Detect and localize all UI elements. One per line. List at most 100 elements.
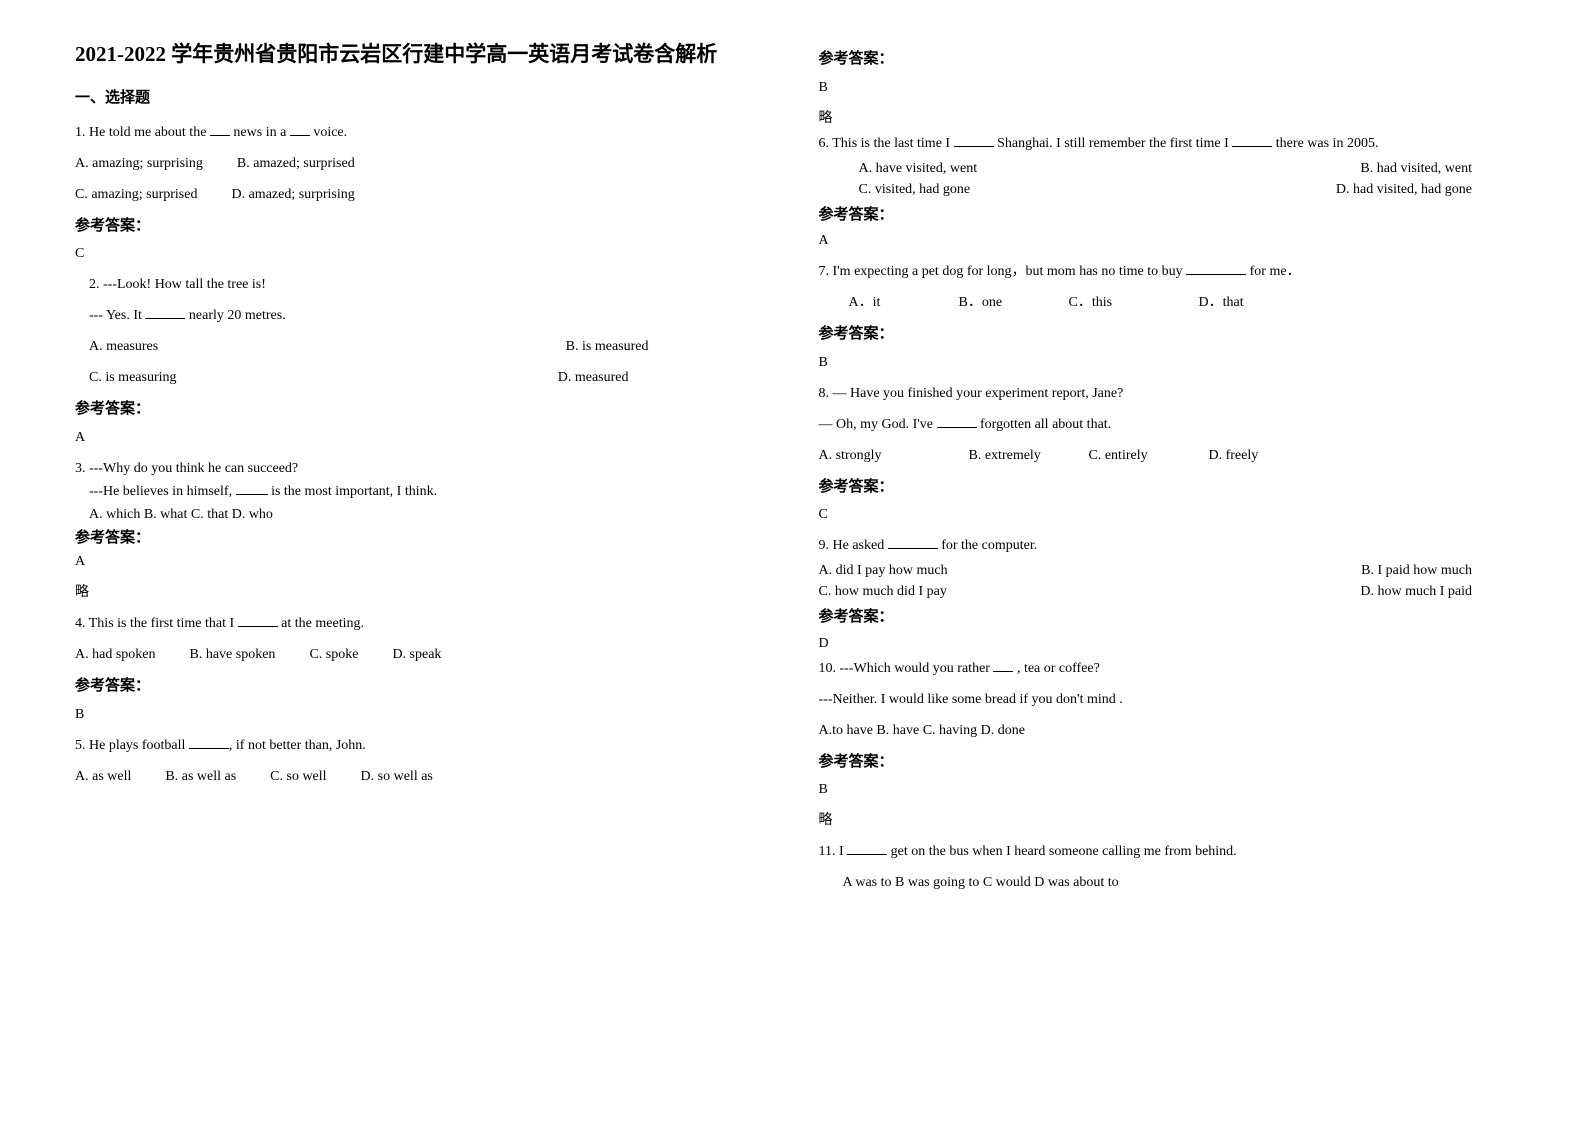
q3-line2a: ---He believes in himself, — [89, 484, 236, 499]
q3-opts: A. which B. what C. that D. who — [75, 504, 769, 525]
q5-answer: B — [819, 77, 1513, 98]
q9-optC: C. how much did I pay — [819, 581, 947, 602]
q4-options: A. had spoken B. have spoken C. spoke D.… — [75, 644, 769, 665]
q4-answer: B — [75, 704, 769, 725]
q5-optD: D. so well as — [361, 766, 433, 787]
answer-label: 参考答案： — [75, 527, 769, 550]
answer-label: 参考答案： — [75, 675, 769, 698]
answer-label: 参考答案： — [75, 215, 769, 238]
q11-stem-b: get on the bus when I heard someone call… — [887, 844, 1237, 859]
q8-line2b: forgotten all about that. — [977, 417, 1112, 432]
q10-line1b: , tea or coffee? — [1013, 661, 1099, 676]
q9-optD: D. how much I paid — [1360, 581, 1472, 602]
q1-optC: C. amazing; surprised — [75, 184, 197, 205]
q5-optA: A. as well — [75, 766, 131, 787]
q9-options-row1: A. did I pay how much B. I paid how much — [819, 560, 1513, 581]
section-heading: 一、选择题 — [75, 87, 769, 110]
q6-optD: D. had visited, had gone — [1336, 179, 1472, 200]
q10-line1a: 10. ---Which would you rather — [819, 661, 994, 676]
q10-note: 略 — [819, 810, 1513, 831]
q7-optB: B．one — [959, 292, 1069, 313]
q8-answer: C — [819, 504, 1513, 525]
page-title: 2021-2022 学年贵州省贵阳市云岩区行建中学高一英语月考试卷含解析 — [75, 40, 769, 69]
q7-options: A．it B．one C．this D．that — [819, 292, 1513, 313]
question-3: 3. ---Why do you think he can succeed? -… — [75, 458, 769, 550]
q6-options-row2: C. visited, had gone D. had visited, had… — [819, 179, 1513, 200]
question-6: 6. This is the last time I Shanghai. I s… — [819, 133, 1513, 154]
q6-stem-b: Shanghai. I still remember the first tim… — [994, 136, 1233, 151]
question-4: 4. This is the first time that I at the … — [75, 613, 769, 634]
blank — [888, 536, 938, 549]
blank — [189, 736, 229, 749]
q2-optC: C. is measuring — [89, 367, 177, 388]
right-column: 参考答案： B 略 6. This is the last time I Sha… — [794, 40, 1538, 1092]
q1-options-row1: A. amazing; surprising B. amazed; surpri… — [75, 153, 769, 174]
blank — [937, 415, 977, 428]
q1-answer: C — [75, 243, 769, 264]
q3-answer: A — [75, 551, 769, 572]
q1-options-row2: C. amazing; surprised D. amazed; surpris… — [75, 184, 769, 205]
q4-stem-b: at the meeting. — [278, 616, 364, 631]
q6-stem-a: 6. This is the last time I — [819, 136, 954, 151]
q1-optD: D. amazed; surprising — [231, 184, 354, 205]
q6-options-row1: A. have visited, went B. had visited, we… — [819, 158, 1513, 179]
q6-optC: C. visited, had gone — [859, 179, 971, 200]
blank — [847, 842, 887, 855]
blank — [1232, 134, 1272, 147]
question-7: 7. I'm expecting a pet dog for long，but … — [819, 261, 1513, 282]
answer-label: 参考答案： — [75, 398, 769, 421]
question-8-line2: — Oh, my God. I've forgotten all about t… — [819, 414, 1513, 435]
q7-optA: A．it — [849, 292, 959, 313]
q5-note: 略 — [819, 108, 1513, 129]
q2-answer: A — [75, 427, 769, 448]
q8-optC: C. entirely — [1089, 445, 1209, 466]
question-9: 9. He asked for the computer. — [819, 535, 1513, 556]
q5-stem-a: 5. He plays football — [75, 738, 189, 753]
q4-optC: C. spoke — [309, 644, 358, 665]
q1-optB: B. amazed; surprised — [237, 153, 355, 174]
q11-stem-a: 11. I — [819, 844, 848, 859]
q7-answer: B — [819, 352, 1513, 373]
answer-label: 参考答案： — [819, 606, 1513, 629]
q3-line2b: is the most important, I think. — [268, 484, 438, 499]
q8-optA: A. strongly — [819, 445, 969, 466]
q5-options: A. as well B. as well as C. so well D. s… — [75, 766, 769, 787]
q1-stem-c: voice. — [310, 125, 347, 140]
blank — [954, 134, 994, 147]
q4-optD: D. speak — [392, 644, 441, 665]
q8-options: A. strongly B. extremely C. entirely D. … — [819, 445, 1513, 466]
blank — [145, 306, 185, 319]
q6-answer: A — [819, 230, 1513, 251]
answer-label: 参考答案： — [819, 323, 1513, 346]
blank — [236, 482, 268, 495]
answer-label: 参考答案： — [819, 476, 1513, 499]
q4-stem-a: 4. This is the first time that I — [75, 616, 238, 631]
answer-label: 参考答案： — [819, 751, 1513, 774]
q6-optB: B. had visited, went — [1360, 158, 1472, 179]
q2-optA: A. measures — [89, 336, 158, 357]
left-column: 2021-2022 学年贵州省贵阳市云岩区行建中学高一英语月考试卷含解析 一、选… — [50, 40, 794, 1092]
q7-stem-a: 7. I'm expecting a pet dog for long，but … — [819, 264, 1187, 279]
question-11: 11. I get on the bus when I heard someon… — [819, 841, 1513, 862]
q8-line2a: — Oh, my God. I've — [819, 417, 937, 432]
q10-options: A.to have B. have C. having D. done — [819, 720, 1513, 741]
q7-optC: C．this — [1069, 292, 1199, 313]
blank — [1186, 262, 1246, 275]
q5-optB: B. as well as — [165, 766, 236, 787]
q3-note: 略 — [75, 582, 769, 603]
q1-optA: A. amazing; surprising — [75, 153, 203, 174]
q2-line2a: --- Yes. It — [89, 308, 145, 323]
answer-label: 参考答案： — [819, 48, 1513, 71]
blank — [993, 659, 1013, 672]
q2-options-row1: A. measures B. is measured — [75, 336, 769, 357]
q9-optA: A. did I pay how much — [819, 560, 948, 581]
q8-optD: D. freely — [1209, 445, 1259, 466]
q3-line1: 3. ---Why do you think he can succeed? — [75, 458, 769, 479]
q7-stem-b: for me． — [1246, 264, 1300, 279]
q4-optB: B. have spoken — [190, 644, 276, 665]
question-10-line2: ---Neither. I would like some bread if y… — [819, 689, 1513, 710]
question-5: 5. He plays football , if not better tha… — [75, 735, 769, 756]
q2-optB: B. is measured — [566, 336, 649, 357]
q5-stem-b: , if not better than, John. — [229, 738, 366, 753]
question-2-line2: --- Yes. It nearly 20 metres. — [75, 305, 769, 326]
